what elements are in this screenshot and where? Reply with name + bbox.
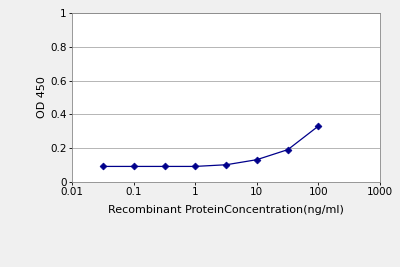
X-axis label: Recombinant ProteinConcentration(ng/ml): Recombinant ProteinConcentration(ng/ml) (108, 205, 344, 215)
Y-axis label: OD 450: OD 450 (37, 77, 47, 118)
